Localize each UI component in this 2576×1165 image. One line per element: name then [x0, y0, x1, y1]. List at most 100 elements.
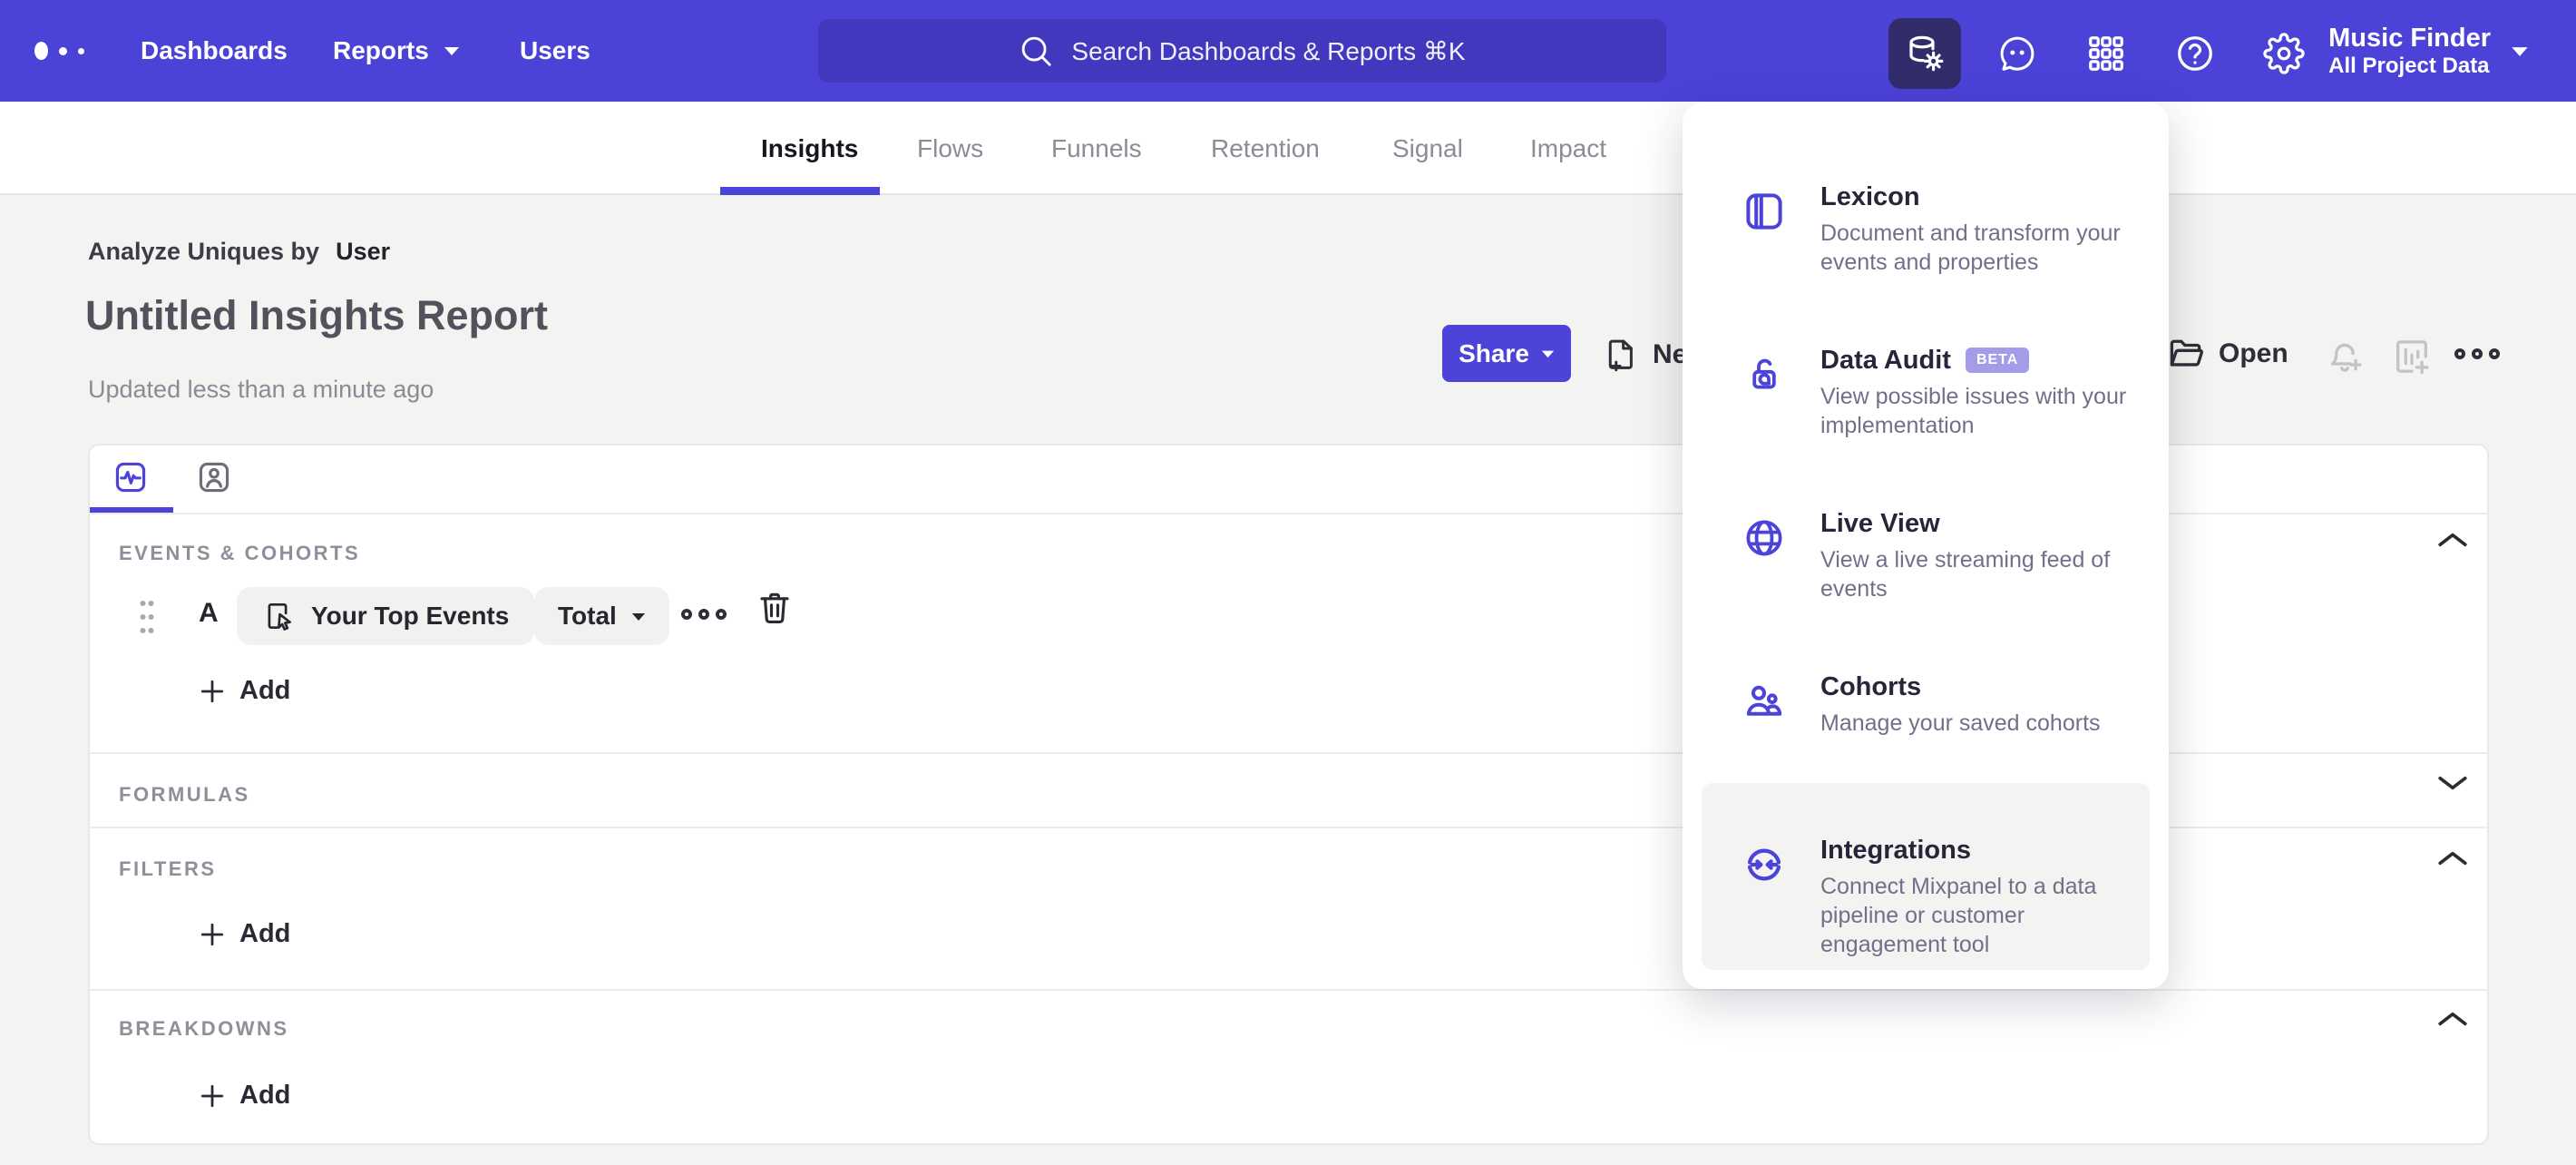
chevron-up-icon [2438, 533, 2467, 547]
metric-selector-chip[interactable]: Total [534, 587, 669, 645]
add-to-board-button[interactable] [2391, 336, 2433, 377]
chevron-down-icon [631, 612, 645, 621]
menu-item-title: Cohorts [1820, 672, 1922, 701]
nav-item-dashboards[interactable]: Dashboards [141, 0, 288, 102]
add-filter-button[interactable]: Add [199, 919, 290, 949]
report-tabs-bar: Insights Flows Funnels Retention Signal … [0, 102, 2576, 195]
event-row-more-button[interactable] [681, 609, 727, 620]
data-management-button[interactable] [1888, 18, 1961, 89]
profiles-view-tab[interactable] [197, 460, 231, 494]
chevron-up-icon [2438, 1012, 2467, 1026]
menu-item-title: Live View [1820, 509, 1940, 538]
search-icon [1022, 36, 1052, 66]
nav-item-label: Users [520, 36, 590, 64]
collapse-breakdowns-chevron[interactable] [2437, 1010, 2468, 1028]
tab-impact[interactable]: Impact [1530, 134, 1607, 162]
menu-item-description: Manage your saved cohorts [1820, 710, 2101, 736]
apps-grid-icon [2089, 36, 2123, 71]
folder-open-icon [2170, 339, 2203, 367]
project-selector[interactable]: Music Finder All Project Data [2328, 0, 2529, 102]
chart-plus-icon [2396, 340, 2429, 375]
tab-flows[interactable]: Flows [917, 134, 984, 162]
add-event-button[interactable]: Add [199, 676, 290, 706]
chevron-down-icon [444, 47, 459, 55]
help-button[interactable] [2159, 18, 2231, 89]
dot-icon [2454, 348, 2465, 359]
feedback-bubble-icon [2000, 36, 2034, 71]
dot-icon [716, 609, 727, 620]
row-drag-handle[interactable] [139, 598, 155, 636]
beta-badge: BETA [1965, 348, 2030, 373]
add-label: Add [239, 1081, 291, 1110]
event-click-icon [268, 602, 291, 631]
add-label: Add [239, 676, 291, 705]
divider [90, 752, 2487, 754]
tab-insights[interactable]: Insights [761, 134, 859, 162]
chevron-down-icon [2512, 46, 2528, 56]
feedback-button[interactable] [1981, 18, 2054, 89]
collapse-events-chevron[interactable] [2437, 531, 2468, 549]
nav-item-label: Reports [333, 36, 429, 64]
metrics-pulse-icon [115, 462, 146, 493]
top-nav: Dashboards Reports Users Search Dashboar… [0, 0, 2576, 102]
document-plus-icon [1608, 339, 1633, 372]
chevron-down-icon [2438, 776, 2467, 790]
apps-grid-button[interactable] [2070, 18, 2142, 89]
settings-button[interactable] [2248, 18, 2320, 89]
divider [90, 827, 2487, 828]
event-chip-label: Your Top Events [311, 602, 510, 630]
integrations-sync-icon [1747, 848, 1781, 881]
dot-icon [681, 609, 692, 620]
bell-plus-icon [2330, 343, 2362, 372]
delete-event-row-button[interactable] [756, 589, 794, 627]
alert-bell-button[interactable] [2324, 338, 2366, 379]
analyze-entity-selector[interactable]: User [336, 238, 391, 265]
plus-icon [200, 923, 224, 945]
profile-card-icon [199, 462, 229, 493]
menu-item-title: Lexicon [1820, 182, 1920, 211]
cohorts-people-icon [1746, 685, 1782, 716]
event-selector-chip[interactable]: Your Top Events [237, 587, 535, 645]
events-cohorts-header: EVENTS & COHORTS [119, 542, 361, 564]
trash-icon [760, 592, 789, 623]
menu-item-description: View possible issues with your implement… [1820, 384, 2127, 438]
menu-item-highlight [1702, 783, 2150, 970]
expand-formulas-chevron[interactable] [2437, 774, 2468, 792]
plus-icon [200, 1084, 224, 1107]
analyze-label: Analyze Uniques by [88, 238, 320, 265]
data-management-menu: Lexicon Document and transform your even… [1683, 103, 2169, 989]
menu-item-description: Connect Mixpanel to a data pipeline or c… [1820, 874, 2097, 957]
chevron-up-icon [2438, 851, 2467, 866]
lexicon-book-icon [1746, 193, 1782, 230]
report-title[interactable]: Untitled Insights Report [85, 292, 548, 338]
nav-item-label: Dashboards [141, 36, 288, 64]
project-scope: All Project Data [2328, 54, 2490, 78]
project-name: Music Finder [2328, 24, 2491, 53]
tab-retention[interactable]: Retention [1211, 134, 1320, 162]
dot-icon [2489, 348, 2500, 359]
menu-item-description: View a live streaming feed of events [1820, 547, 2111, 602]
collapse-filters-chevron[interactable] [2437, 849, 2468, 867]
analyze-uniques-control[interactable]: Analyze Uniques by User [88, 238, 390, 266]
nav-item-reports[interactable]: Reports [333, 0, 460, 102]
breakdowns-header: BREAKDOWNS [119, 1017, 289, 1040]
mixpanel-logo-icon[interactable] [34, 0, 84, 102]
nav-item-users[interactable]: Users [520, 0, 590, 102]
share-button[interactable]: Share [1442, 325, 1571, 382]
add-breakdown-button[interactable]: Add [199, 1081, 290, 1111]
updated-timestamp: Updated less than a minute ago [88, 376, 434, 403]
tab-signal[interactable]: Signal [1392, 134, 1463, 162]
filters-header: FILTERS [119, 857, 217, 880]
tab-funnels[interactable]: Funnels [1051, 134, 1142, 162]
more-actions-button[interactable] [2454, 348, 2500, 359]
share-label: Share [1459, 338, 1529, 367]
event-row-letter: A [199, 598, 219, 628]
open-report-button[interactable]: Open [2166, 334, 2288, 374]
active-view-underline [90, 507, 173, 514]
insights-view-tab[interactable] [113, 460, 148, 494]
plus-icon [200, 680, 224, 702]
global-search-input[interactable]: Search Dashboards & Reports ⌘K [818, 19, 1666, 83]
help-icon [2178, 36, 2212, 71]
add-label: Add [239, 919, 291, 948]
